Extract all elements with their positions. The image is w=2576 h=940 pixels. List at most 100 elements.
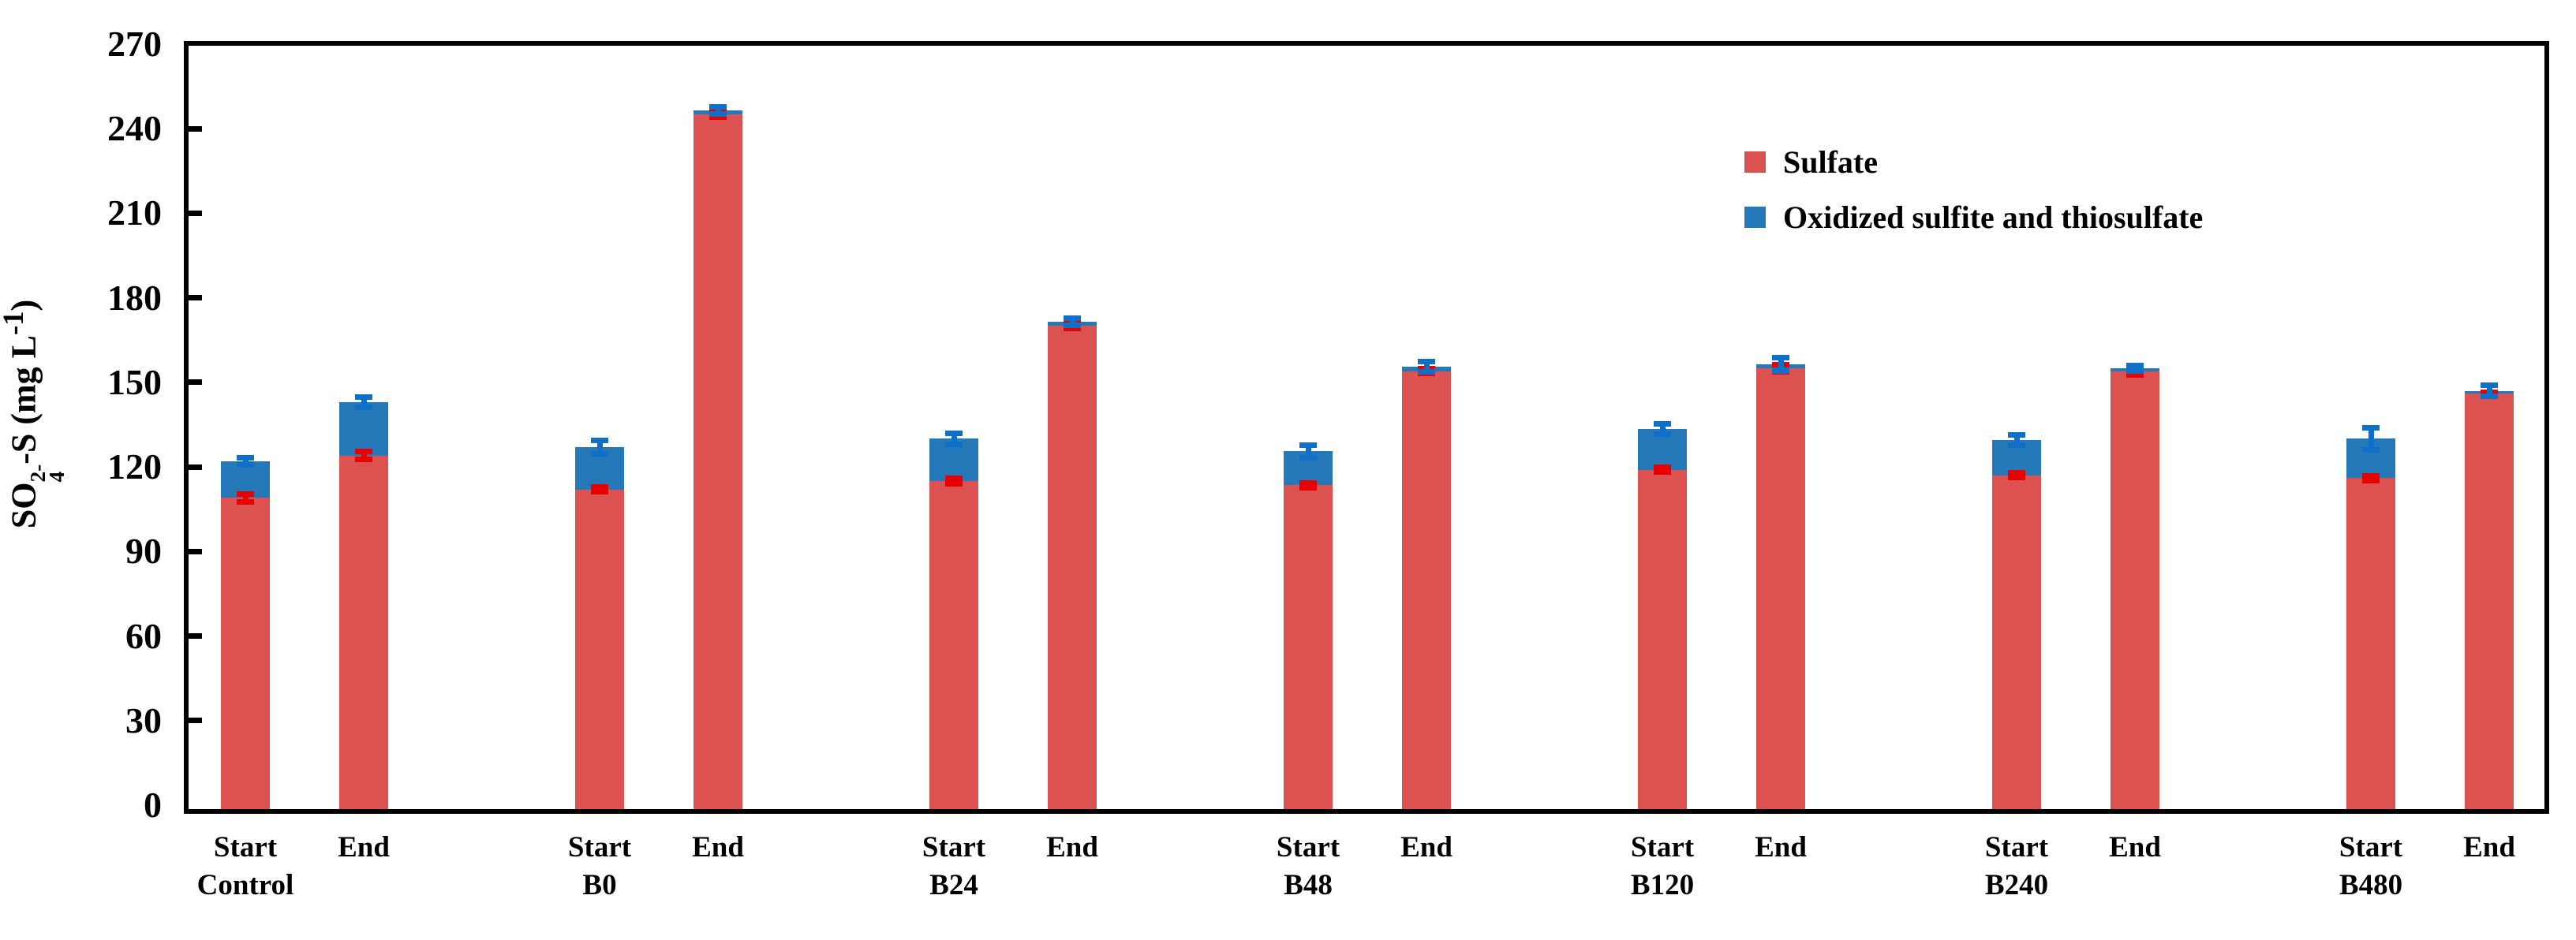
- x-axis-group-label: B48: [1284, 869, 1333, 901]
- bar-segment-sulfate: [1638, 469, 1687, 809]
- error-bar-cap-bottom: [2126, 371, 2144, 378]
- error-bar-cap-bottom: [1299, 455, 1317, 461]
- y-tick-mark: [189, 464, 202, 470]
- x-axis-bar-label: End: [2109, 831, 2161, 864]
- x-axis-bar-label: Start: [567, 831, 632, 864]
- error-bar-cap-bottom: [2362, 446, 2380, 453]
- y-tick-label: 180: [107, 277, 162, 318]
- y-tick-mark: [189, 125, 202, 132]
- error-bar-cap-top: [1299, 479, 1317, 486]
- bar-segment-sulfate: [2346, 478, 2395, 809]
- error-bar-line: [951, 433, 957, 445]
- error-bar-cap-bottom: [945, 441, 963, 447]
- error-bar-cap-bottom: [945, 480, 963, 487]
- error-bar-line: [1305, 444, 1311, 459]
- error-bar-cap-top: [355, 449, 372, 455]
- error-bar-cap-bottom: [2008, 475, 2025, 481]
- y-tick-label: 270: [107, 24, 162, 64]
- y-tick-mark: [189, 633, 202, 640]
- x-axis-bar-label: Start: [922, 831, 986, 864]
- error-bar-cap-bottom: [237, 498, 254, 505]
- error-bar-cap-bottom: [1654, 469, 1671, 476]
- y-tick-label: 120: [107, 446, 162, 487]
- y-tick-mark: [189, 379, 202, 386]
- error-bar-line: [596, 440, 603, 455]
- error-bar-cap-top: [591, 484, 608, 491]
- error-bar-cap-top: [1654, 464, 1671, 471]
- error-bar-cap-top: [2481, 382, 2498, 389]
- bar-segment-sulfate: [2111, 371, 2159, 809]
- y-tick-label: 0: [144, 785, 162, 825]
- error-bar-cap-top: [1299, 442, 1317, 448]
- error-bar-cap-top: [945, 476, 963, 482]
- error-bar-line: [1778, 356, 1784, 371]
- error-bar-cap-bottom: [1299, 484, 1317, 491]
- error-bar-cap-bottom: [355, 405, 372, 411]
- x-axis-group-label: B0: [582, 869, 617, 901]
- x-axis-bar-label: End: [1046, 831, 1098, 864]
- error-bar-cap-bottom: [709, 111, 727, 118]
- error-bar-cap-top: [945, 431, 963, 437]
- legend: Sulfate Oxidized sulfite and thiosulfate: [1744, 134, 2203, 244]
- error-bar-cap-bottom: [237, 462, 254, 468]
- y-tick-mark: [189, 718, 202, 724]
- legend-swatch-sulfate: [1744, 151, 1766, 173]
- bar-segment-sulfate: [2465, 394, 2514, 809]
- x-axis-bar-label: End: [1400, 831, 1453, 864]
- x-axis-bar-label: Start: [2339, 831, 2403, 864]
- error-bar-cap-bottom: [2008, 442, 2025, 449]
- error-bar-cap-top: [2362, 472, 2380, 479]
- y-tick-mark: [189, 210, 202, 216]
- y-tick-label: 30: [125, 699, 162, 740]
- x-axis-group-label: B120: [1630, 869, 1695, 901]
- bar-segment-sulfate: [339, 455, 388, 809]
- error-bar-cap-top: [1418, 359, 1435, 365]
- bar-segment-oxidized: [339, 401, 388, 456]
- error-bar-cap-top: [1654, 420, 1671, 427]
- bar-segment-sulfate: [1402, 371, 1451, 809]
- x-axis-bar-label: End: [338, 831, 390, 864]
- y-axis-title-prefix: SO: [4, 482, 43, 529]
- error-bar-cap-bottom: [355, 457, 372, 463]
- error-bar-line: [715, 106, 721, 115]
- y-tick-label: 150: [107, 361, 162, 402]
- y-tick-label: 60: [125, 615, 162, 656]
- x-axis-group-label: B240: [1984, 869, 2049, 901]
- error-bar-cap-top: [2126, 363, 2144, 369]
- x-axis-group-label: B24: [929, 869, 978, 901]
- bar-segment-sulfate: [694, 114, 742, 809]
- y-tick-mark: [189, 548, 202, 554]
- error-bar-cap-bottom: [1418, 369, 1435, 375]
- x-axis-bar-label: End: [2463, 831, 2515, 864]
- bar-segment-sulfate: [1992, 475, 2041, 809]
- error-bar-cap-bottom: [1064, 323, 1081, 329]
- error-bar-line: [1659, 423, 1666, 435]
- y-tick-label: 90: [125, 531, 162, 572]
- error-bar-cap-top: [2008, 470, 2025, 476]
- x-axis-bar-label: End: [692, 831, 744, 864]
- error-bar-cap-bottom: [1064, 325, 1081, 331]
- error-bar-line: [361, 451, 367, 461]
- error-bar-cap-bottom: [2362, 477, 2380, 483]
- y-tick-mark: [189, 295, 202, 301]
- bar-segment-sulfate: [1284, 485, 1333, 809]
- error-bar-cap-top: [709, 103, 727, 110]
- x-axis-bar-label: Start: [1276, 831, 1340, 864]
- x-axis-bar-label: Start: [213, 831, 278, 864]
- legend-label-oxidized: Oxidized sulfite and thiosulfate: [1783, 199, 2204, 235]
- bar-segment-sulfate: [929, 480, 978, 809]
- error-bar-cap-bottom: [591, 451, 608, 457]
- error-bar-line: [2013, 435, 2020, 446]
- bar-segment-sulfate: [221, 498, 270, 809]
- x-axis-bar-label: Start: [1630, 831, 1695, 864]
- error-bar-cap-top: [355, 394, 372, 400]
- x-axis-bar-label: End: [1755, 831, 1807, 864]
- legend-swatch-oxidized: [1744, 206, 1766, 228]
- error-bar-cap-top: [591, 438, 608, 444]
- y-axis-title: SO 2- 4 -S (mg L-1): [0, 300, 69, 529]
- bar-segment-sulfate: [575, 489, 624, 809]
- legend-item-sulfate: Sulfate: [1744, 134, 2203, 189]
- bar-segment-sulfate: [1048, 326, 1097, 809]
- y-tick-label: 210: [107, 192, 162, 233]
